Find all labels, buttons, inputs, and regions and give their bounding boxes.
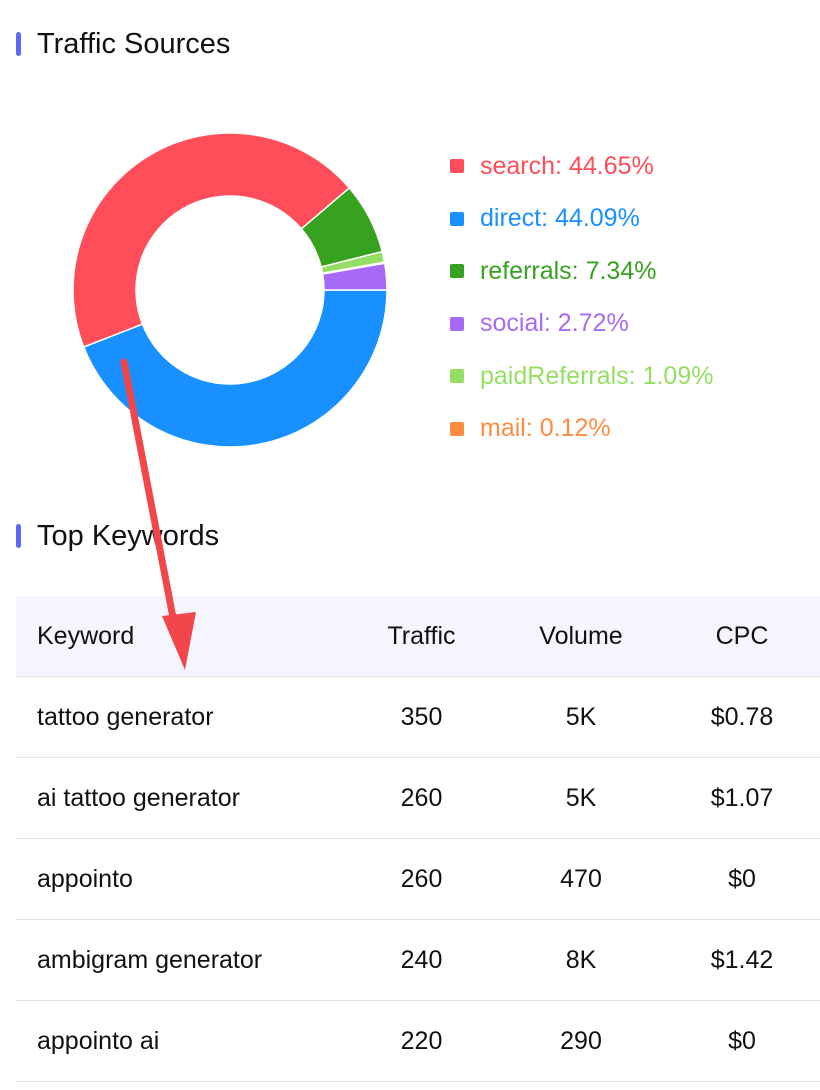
volume-cell: 470: [505, 838, 657, 920]
legend-item-direct[interactable]: direct: 44.09%: [450, 193, 810, 246]
table-row[interactable]: appointo 260 470 $0: [16, 838, 820, 920]
traffic-cell: 260: [338, 838, 505, 920]
traffic-sources-legend: search: 44.65% direct: 44.09% referrals: 7…: [450, 140, 810, 455]
column-header-cpc[interactable]: CPC: [657, 596, 820, 677]
legend-label: referrals: 7.34%: [480, 256, 657, 285]
legend-item-paidreferrals[interactable]: paidReferrals: 1.09%: [450, 350, 810, 403]
legend-label: social: 2.72%: [480, 309, 629, 338]
table-header-row: Keyword Traffic Volume CPC: [16, 596, 820, 677]
legend-item-mail[interactable]: mail: 0.12%: [450, 403, 810, 456]
legend-swatch: [450, 369, 464, 384]
traffic-cell: 350: [338, 676, 505, 758]
legend-label: mail: 0.12%: [480, 414, 611, 443]
top-keywords-heading: Top Keywords: [16, 520, 219, 552]
legend-label: direct: 44.09%: [480, 204, 640, 233]
top-keywords-table: Keyword Traffic Volume CPC tattoo genera…: [16, 596, 820, 1082]
keyword-cell: appointo ai: [16, 1000, 338, 1082]
cpc-cell: $0.78: [657, 676, 820, 758]
cpc-cell: $0: [657, 838, 820, 920]
legend-label: paidReferrals: 1.09%: [480, 361, 714, 390]
traffic-cell: 260: [338, 757, 505, 839]
traffic-cell: 240: [338, 919, 505, 1001]
traffic-sources-heading: Traffic Sources: [16, 28, 230, 60]
traffic-sources-donut-chart: [72, 132, 388, 448]
table-row[interactable]: tattoo generator 350 5K $0.78: [16, 676, 820, 758]
cpc-cell: $1.42: [657, 919, 820, 1001]
legend-label: search: 44.65%: [480, 151, 654, 180]
column-header-volume[interactable]: Volume: [505, 596, 657, 677]
keyword-cell: ai tattoo generator: [16, 757, 338, 839]
traffic-cell: 220: [338, 1000, 505, 1082]
legend-swatch: [450, 159, 464, 174]
donut-slice-social[interactable]: [321, 262, 388, 291]
top-keywords-title: Top Keywords: [37, 519, 220, 552]
column-header-keyword[interactable]: Keyword: [16, 596, 338, 677]
legend-swatch: [450, 316, 464, 331]
donut-slice-search[interactable]: [72, 132, 351, 348]
table-row[interactable]: ai tattoo generator 260 5K $1.07: [16, 757, 820, 839]
column-header-traffic[interactable]: Traffic: [338, 596, 505, 677]
legend-item-search[interactable]: search: 44.65%: [450, 140, 810, 193]
cpc-cell: $1.07: [657, 757, 820, 839]
heading-accent-bar: [16, 524, 21, 548]
legend-item-referrals[interactable]: referrals: 7.34%: [450, 245, 810, 298]
heading-accent-bar: [16, 32, 21, 56]
keyword-cell: appointo: [16, 838, 338, 920]
table-row[interactable]: appointo ai 220 290 $0: [16, 1000, 820, 1082]
traffic-sources-title: Traffic Sources: [37, 27, 231, 60]
legend-swatch: [450, 211, 464, 226]
legend-item-social[interactable]: social: 2.72%: [450, 298, 810, 351]
cpc-cell: $0: [657, 1000, 820, 1082]
legend-swatch: [450, 264, 464, 279]
table-row[interactable]: ambigram generator 240 8K $1.42: [16, 919, 820, 1001]
volume-cell: 5K: [505, 757, 657, 839]
keyword-cell: tattoo generator: [16, 676, 338, 758]
legend-swatch: [450, 421, 464, 436]
volume-cell: 8K: [505, 919, 657, 1001]
volume-cell: 290: [505, 1000, 657, 1082]
volume-cell: 5K: [505, 676, 657, 758]
keyword-cell: ambigram generator: [16, 919, 338, 1001]
